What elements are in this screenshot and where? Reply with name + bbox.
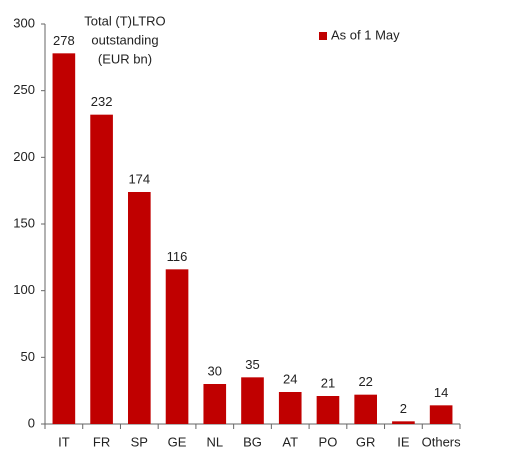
x-tick-label: GE [168, 434, 187, 449]
bar [354, 394, 377, 424]
bar [52, 53, 76, 424]
bar [429, 405, 453, 424]
data-label: 24 [283, 371, 297, 386]
data-label: 35 [245, 357, 259, 372]
data-label: 116 [167, 249, 188, 264]
y-tick-label: 100 [13, 282, 35, 297]
y-tick-label: 300 [13, 15, 35, 30]
x-tick-label: NL [206, 434, 223, 449]
data-label: 278 [53, 33, 75, 48]
bar [278, 392, 302, 424]
x-tick-label: AT [282, 434, 298, 449]
y-tick-label: 250 [13, 82, 35, 97]
data-label: 232 [91, 94, 113, 109]
bar [90, 114, 113, 425]
x-tick-label: FR [93, 434, 110, 449]
x-tick-label: GR [356, 434, 376, 449]
y-tick-label: 50 [21, 349, 35, 364]
bar [128, 192, 151, 424]
x-tick-label: SP [131, 434, 148, 449]
x-tick-label: IT [58, 434, 70, 449]
bar [165, 269, 189, 424]
bar [203, 384, 227, 424]
data-label: 174 [128, 171, 150, 186]
x-tick-label: PO [319, 434, 338, 449]
x-tick-label: IE [397, 434, 410, 449]
x-tick-label: Others [422, 434, 462, 449]
bar [241, 377, 264, 424]
y-tick-label: 150 [13, 215, 35, 230]
y-tick-label: 0 [28, 415, 35, 430]
data-label: 21 [321, 375, 335, 390]
data-label: 2 [400, 401, 407, 416]
data-label: 14 [434, 385, 448, 400]
legend-swatch [319, 32, 327, 40]
data-label: 22 [358, 374, 372, 389]
bar [316, 396, 340, 424]
y-tick-label: 200 [13, 149, 35, 164]
x-tick-label: BG [243, 434, 262, 449]
chart-title: (EUR bn) [98, 51, 152, 66]
chart-title: Total (T)LTRO [84, 13, 165, 28]
legend-label: As of 1 May [331, 27, 400, 42]
chart-title: outstanding [91, 32, 158, 47]
data-label: 30 [208, 363, 222, 378]
bar [392, 421, 415, 424]
